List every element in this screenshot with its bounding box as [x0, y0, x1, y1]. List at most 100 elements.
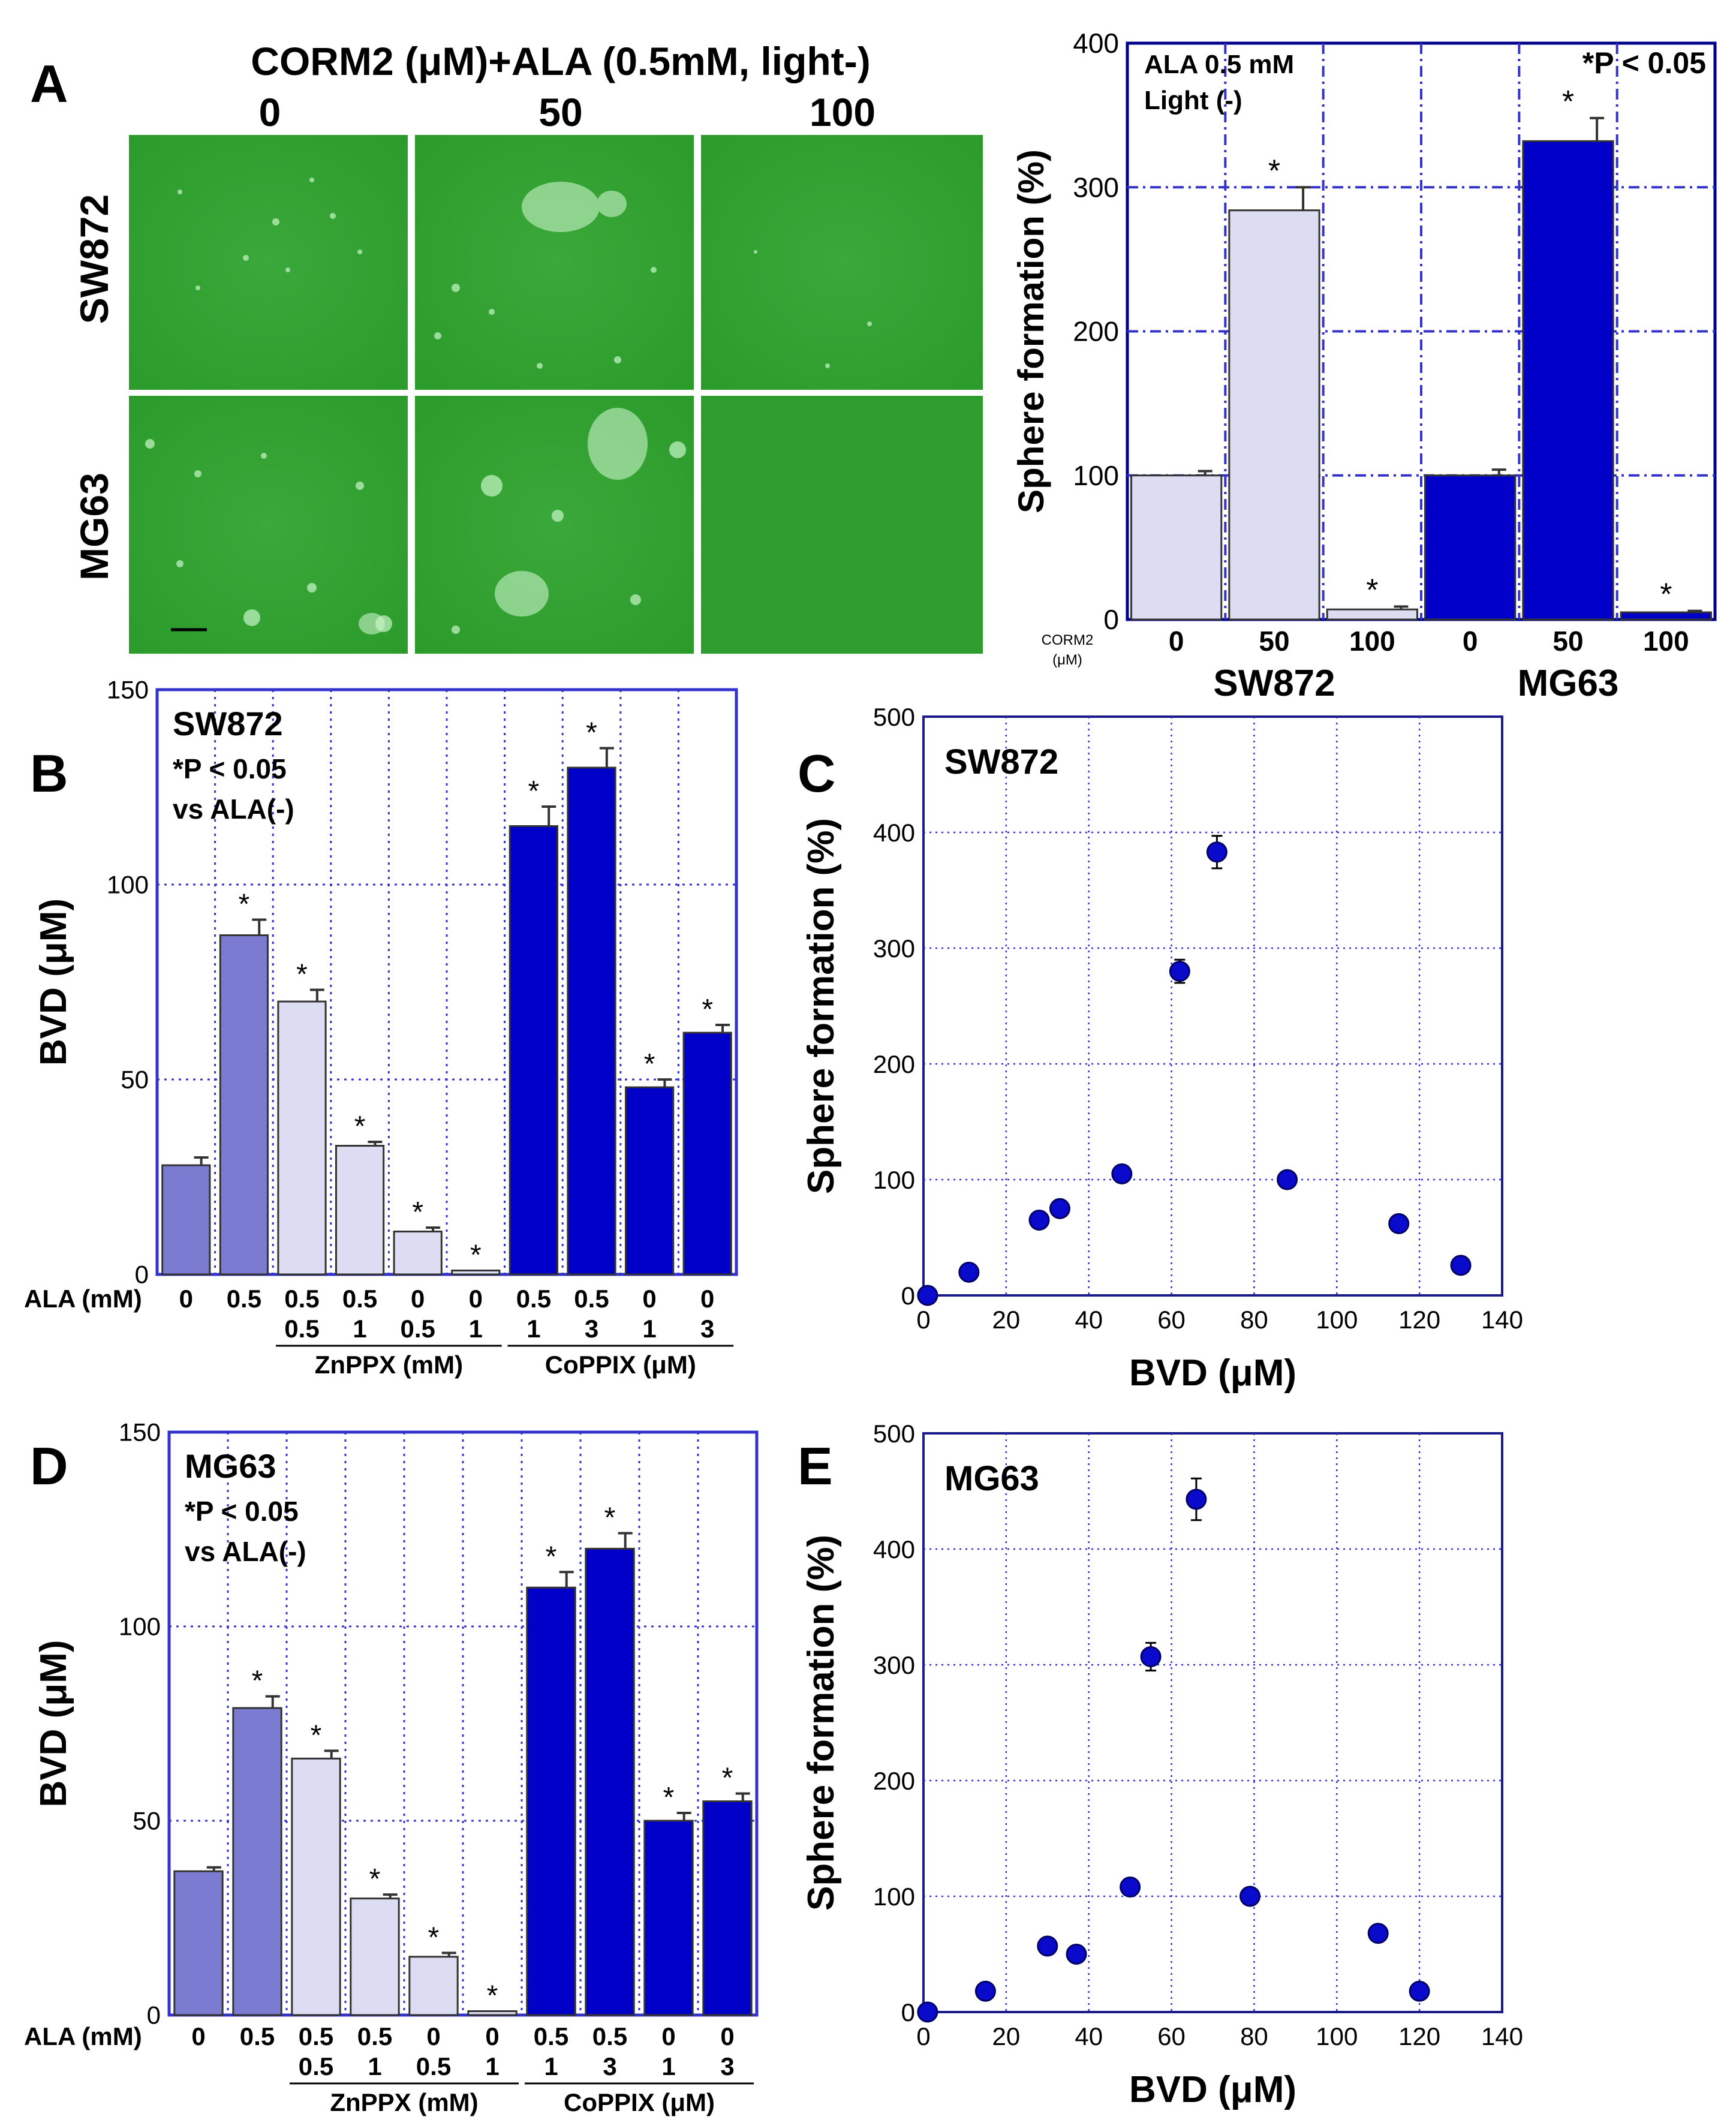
y-tick-label: 200 — [1073, 316, 1119, 347]
x-tick-label: 80 — [1240, 2022, 1268, 2050]
bar — [567, 766, 616, 1276]
group-label: CoPPIX (μM) — [545, 1351, 696, 1379]
x-axis-label: BVD (μM) — [1129, 2069, 1296, 2110]
micrograph-panel: CORM2 (μM)+ALA (0.5mM, light-) 0 50 100 … — [72, 39, 983, 654]
x-tick-label: 40 — [1075, 1306, 1103, 1334]
micrograph-sw872-100 — [701, 135, 983, 390]
ala-value: 0 — [700, 1285, 714, 1313]
inhibitor-dose: 1 — [526, 1315, 540, 1343]
bar — [291, 1757, 341, 2016]
y-tick-label: 300 — [873, 934, 915, 963]
ala-row-label: ALA (mM) — [24, 2022, 142, 2050]
ala-value: 0.5 — [534, 2022, 568, 2050]
inhibitor-dose: 3 — [585, 1315, 598, 1343]
y-tick-label: 50 — [133, 1807, 161, 1835]
annotation-cell-line: SW872 — [173, 705, 283, 742]
y-tick-label: 100 — [873, 1883, 915, 1911]
y-tick-label: 500 — [873, 703, 915, 731]
x-tick-label: 50 — [1259, 626, 1289, 657]
significance-marker: * — [354, 1111, 366, 1142]
annotation-vs: vs ALA(-) — [173, 793, 294, 825]
y-tick-label: 100 — [873, 1166, 915, 1194]
micrograph-row-sw872: SW872 — [72, 194, 116, 324]
ala-value: 0.5 — [240, 2022, 275, 2050]
bar — [451, 1270, 501, 1276]
y-tick-label: 200 — [873, 1767, 915, 1795]
inhibitor-dose: 0.5 — [401, 1315, 435, 1343]
chart-c-scatter-sw872: 0 20 40 60 80 100 120 140 0 100 200 300 400 500 SW872 B… — [801, 703, 1523, 1394]
inhibitor-dose: 1 — [544, 2052, 558, 2080]
bar — [585, 1547, 635, 2016]
x-tick-label: 80 — [1240, 1306, 1268, 1334]
data-point — [1140, 1646, 1162, 1667]
panel-letter-a: A — [30, 54, 68, 113]
x-tick-label: 0 — [1169, 626, 1184, 657]
micrograph-header: CORM2 (μM)+ALA (0.5mM, light-) — [251, 39, 870, 83]
ala-value: 0 — [426, 2022, 440, 2050]
inhibitor-dose: 1 — [661, 2052, 675, 2080]
ala-value: 0 — [642, 1285, 656, 1313]
x-tick-label: 120 — [1398, 1306, 1440, 1334]
y-tick-label: 300 — [873, 1651, 915, 1679]
data-point — [974, 1980, 996, 2002]
significance-marker: * — [239, 889, 250, 921]
data-point — [1206, 841, 1227, 863]
x-tick-label: 0 — [916, 1306, 930, 1334]
group-label-sw872: SW872 — [1213, 663, 1335, 704]
x-tick-label: 20 — [992, 2022, 1020, 2050]
y-tick-label: 400 — [1073, 28, 1119, 59]
inhibitor-dose: 1 — [368, 2052, 381, 2080]
significance-marker: * — [252, 1665, 263, 1697]
x-tick-label: 40 — [1075, 2022, 1103, 2050]
significance-marker: * — [296, 959, 308, 991]
x-tick-label: 0 — [1463, 626, 1478, 657]
significance-marker: * — [487, 1980, 498, 2012]
inhibitor-dose: 3 — [700, 1315, 714, 1343]
significance-marker: * — [644, 1048, 655, 1080]
micrograph-row-mg63: MG63 — [72, 473, 116, 581]
ala-value: 0.5 — [299, 2022, 333, 2050]
y-tick-label: 0 — [135, 1261, 149, 1289]
inhibitor-dose: 3 — [720, 2052, 734, 2080]
bar — [682, 1032, 732, 1276]
data-point — [917, 1285, 938, 1306]
y-tick-label: 150 — [119, 1418, 161, 1447]
y-tick-label: 0 — [901, 1998, 915, 2026]
y-tick-label: 100 — [107, 871, 149, 899]
bar — [1424, 474, 1517, 621]
significance-marker: * — [586, 717, 597, 749]
bar — [1522, 140, 1614, 621]
inhibitor-dose: 0.5 — [284, 1315, 319, 1343]
significance-marker: * — [470, 1240, 482, 1271]
x-prefix-label: CORM2 — [1042, 632, 1094, 648]
significance-marker: * — [546, 1541, 557, 1572]
significance-marker: * — [663, 1782, 675, 1814]
y-tick-label: 0 — [901, 1282, 915, 1310]
ala-value: 0.5 — [574, 1285, 609, 1313]
ala-value: 0.5 — [342, 1285, 377, 1313]
chart-e-scatter-mg63: 0 20 40 60 80 100 120 140 0 100 200 300 400 500 MG63 BV… — [801, 1420, 1523, 2110]
significance-marker: * — [1660, 578, 1672, 612]
y-tick-label: 500 — [873, 1420, 915, 1448]
x-tick-label: 140 — [1481, 1306, 1523, 1334]
inhibitor-dose: 0.5 — [416, 2052, 451, 2080]
x-tick-label: 100 — [1316, 1306, 1358, 1334]
ala-value: 0 — [661, 2022, 675, 2050]
bar — [1620, 611, 1712, 621]
significance-marker: * — [702, 994, 713, 1026]
sphere-clusters — [359, 182, 648, 635]
data-point — [1120, 1877, 1141, 1898]
bar — [467, 2010, 518, 2016]
data-point — [1169, 961, 1190, 982]
micrograph-mg63-0 — [129, 396, 408, 654]
ala-value: 0 — [179, 1285, 193, 1313]
significance-marker: * — [722, 1763, 733, 1794]
y-tick-label: 100 — [119, 1613, 161, 1641]
bar — [1228, 209, 1320, 621]
bar — [173, 1870, 224, 2016]
ala-value: 0 — [191, 2022, 205, 2050]
plot-area — [922, 1432, 1503, 2013]
x-tick-label: 100 — [1349, 626, 1395, 657]
